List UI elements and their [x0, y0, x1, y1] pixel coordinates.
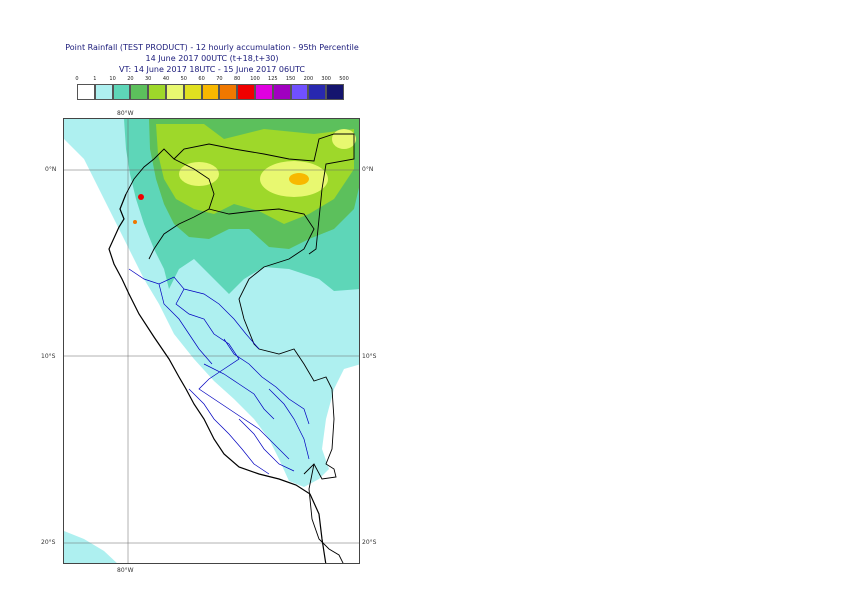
region-borders	[128, 268, 310, 475]
lat-label-right-10s: 10°S	[362, 353, 377, 360]
border-colombia	[173, 133, 355, 255]
coastline	[108, 193, 327, 563]
lat-label-right-0: 0°N	[362, 166, 374, 173]
legend-tick-label: 200	[303, 76, 314, 82]
legend-swatch	[130, 84, 149, 100]
title-line-1: Point Rainfall (TEST PRODUCT) - 12 hourl…	[65, 43, 359, 52]
map-canvas	[64, 119, 359, 563]
rain-patch-yellow-3	[332, 129, 356, 149]
legend-tick-label: 150	[285, 76, 296, 82]
legend-swatch	[290, 84, 309, 100]
legend-tick-label: 100	[250, 76, 260, 82]
lon-label-bottom: 80°W	[117, 567, 134, 574]
border-bolivia-chile	[308, 463, 344, 563]
rain-area-sw-corner	[64, 531, 117, 563]
legend-tick-label: 125	[268, 76, 278, 82]
border-ecuador	[125, 148, 215, 260]
legend-tick-label: 30	[145, 76, 152, 82]
legend-swatch	[237, 84, 255, 100]
lat-label-left-0: 0°N	[45, 166, 57, 173]
legend-swatch	[308, 84, 327, 100]
legend-swatch	[255, 84, 273, 100]
lat-label-right-20s: 20°S	[362, 539, 377, 546]
rain-spot-red-2	[133, 220, 137, 224]
legend-tick-label: 500	[339, 76, 349, 82]
legend-swatch	[219, 84, 238, 100]
title-line-2: 14 June 2017 00UTC (t+18,t+30)	[145, 54, 279, 63]
legend-tick-label: 10	[109, 76, 116, 82]
legend-swatch	[94, 84, 113, 100]
legend-swatch	[166, 84, 184, 100]
legend-swatch	[148, 84, 166, 100]
border-peru-brazil	[208, 208, 337, 480]
legend-tick-label: 40	[162, 76, 170, 82]
rain-area-yellowgreen	[156, 124, 354, 224]
legend-tick-label: 1	[93, 76, 97, 82]
legend-tick-label: 80	[234, 76, 241, 82]
rain-patch-orange	[289, 173, 309, 185]
legend-swatch	[272, 84, 291, 100]
legend-swatch	[326, 84, 344, 100]
legend-swatch	[112, 84, 131, 100]
legend-swatch	[201, 84, 220, 100]
legend-tick-label: 50	[180, 76, 187, 82]
legend-tick-label: 20	[127, 76, 134, 82]
legend-swatch	[77, 84, 95, 100]
rainfall-map	[63, 118, 360, 564]
lat-label-left-10s: 10°S	[41, 353, 56, 360]
rain-spot-red-1	[138, 194, 144, 200]
lat-label-left-20s: 20°S	[41, 539, 56, 546]
rain-patch-yellow-2	[179, 162, 219, 186]
legend-tick-label: 70	[216, 76, 223, 82]
legend-tick-label: 60	[198, 76, 205, 82]
lon-label-top: 80°W	[117, 110, 134, 117]
legend-swatch	[183, 84, 202, 100]
legend-tick-label: 0	[75, 76, 79, 82]
legend-tick-label: 300	[321, 76, 331, 82]
title-line-3: VT: 14 June 2017 18UTC - 15 June 2017 06…	[119, 65, 305, 74]
